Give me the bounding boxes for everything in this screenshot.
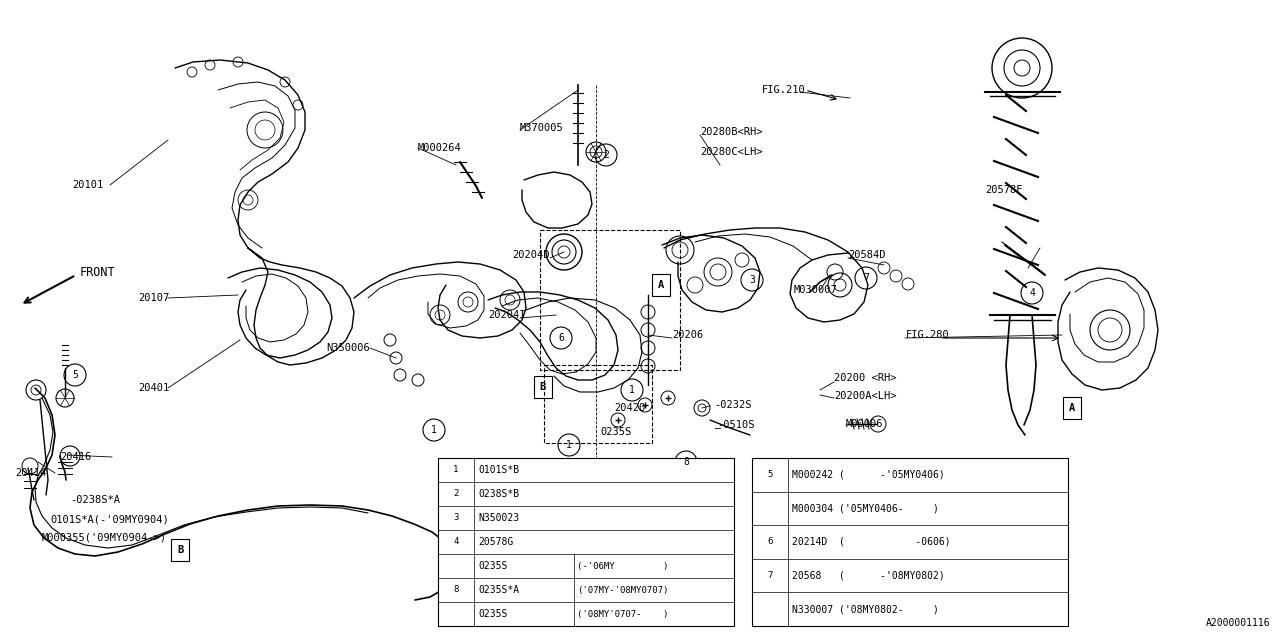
Text: 8: 8 (684, 457, 689, 467)
Text: N350006: N350006 (326, 343, 370, 353)
Text: A2000001116: A2000001116 (1206, 618, 1270, 628)
Text: 20420: 20420 (614, 403, 645, 413)
Text: A: A (1069, 403, 1075, 413)
Bar (534, 376, 552, 398)
Text: 20414: 20414 (15, 468, 46, 478)
Text: FRONT: FRONT (79, 266, 115, 280)
Text: 0101S*A(-'09MY0904): 0101S*A(-'09MY0904) (50, 515, 169, 525)
Text: 20101: 20101 (72, 180, 104, 190)
Text: N330007 ('08MY0802-     ): N330007 ('08MY0802- ) (792, 604, 938, 614)
Text: 5: 5 (72, 370, 78, 380)
Text: 4: 4 (453, 538, 458, 547)
Text: B: B (177, 545, 183, 555)
Bar (652, 274, 669, 296)
Text: 0235S: 0235S (477, 609, 507, 619)
Text: -0232S: -0232S (714, 400, 751, 410)
Text: 0235S: 0235S (600, 427, 631, 437)
Text: FIG.210: FIG.210 (762, 85, 805, 95)
Text: M000355('09MY0904->): M000355('09MY0904->) (42, 533, 166, 543)
Text: M000304 ('05MY0406-     ): M000304 ('05MY0406- ) (792, 504, 938, 513)
Text: (-'06MY         ): (-'06MY ) (577, 561, 668, 570)
Bar (1062, 397, 1082, 419)
Text: 20214D  (            -0606): 20214D ( -0606) (792, 537, 951, 547)
Text: M000264: M000264 (419, 143, 462, 153)
Text: 0235S*A: 0235S*A (477, 585, 520, 595)
Text: 4: 4 (1029, 288, 1036, 298)
Bar (544, 365, 652, 443)
Text: A: A (658, 280, 664, 290)
Text: -0238S*A: -0238S*A (70, 495, 120, 505)
Text: 1: 1 (566, 440, 572, 450)
Text: M000242 (      -'05MY0406): M000242 ( -'05MY0406) (792, 470, 945, 480)
Text: 20568   (      -'08MY0802): 20568 ( -'08MY0802) (792, 571, 945, 580)
Text: 2: 2 (603, 150, 609, 160)
Text: 20416: 20416 (60, 452, 91, 462)
Text: 20206: 20206 (672, 330, 703, 340)
Text: M370005: M370005 (520, 123, 563, 133)
Text: 20578G: 20578G (477, 537, 513, 547)
Text: 0238S*B: 0238S*B (477, 489, 520, 499)
Bar (540, 230, 680, 370)
Bar (438, 458, 733, 626)
Text: 7: 7 (863, 273, 869, 283)
Text: 20578F: 20578F (986, 185, 1023, 195)
Text: 3: 3 (749, 275, 755, 285)
Text: ('07MY-'08MY0707): ('07MY-'08MY0707) (577, 586, 668, 595)
Text: 20200 <RH>: 20200 <RH> (835, 373, 896, 383)
Text: M030007: M030007 (794, 285, 837, 295)
Text: 0235S: 0235S (477, 561, 507, 571)
Text: 20107: 20107 (138, 293, 169, 303)
Text: 7: 7 (767, 571, 773, 580)
Text: 3: 3 (453, 513, 458, 522)
Text: -0510S: -0510S (717, 420, 754, 430)
Text: 20204D: 20204D (512, 250, 549, 260)
Text: 1: 1 (628, 385, 635, 395)
Text: 20401: 20401 (138, 383, 169, 393)
Bar (172, 539, 189, 561)
Text: B: B (540, 382, 547, 392)
Text: 2: 2 (453, 490, 458, 499)
Text: 6: 6 (558, 333, 564, 343)
Text: 1: 1 (453, 465, 458, 474)
Text: 5: 5 (767, 470, 773, 479)
Text: FIG.280: FIG.280 (906, 330, 950, 340)
Text: 20200A<LH>: 20200A<LH> (835, 391, 896, 401)
Text: 20280C<LH>: 20280C<LH> (700, 147, 763, 157)
Text: ('08MY'0707-    ): ('08MY'0707- ) (577, 609, 668, 618)
Text: 20280B<RH>: 20280B<RH> (700, 127, 763, 137)
Text: M00006: M00006 (846, 419, 883, 429)
Text: 20204I: 20204I (488, 310, 526, 320)
Text: 8: 8 (453, 586, 458, 595)
Bar (753, 458, 1068, 626)
Text: 6: 6 (767, 538, 773, 547)
Text: N350023: N350023 (477, 513, 520, 523)
Text: 0101S*B: 0101S*B (477, 465, 520, 475)
Text: 1: 1 (431, 425, 436, 435)
Text: 20584D: 20584D (849, 250, 886, 260)
